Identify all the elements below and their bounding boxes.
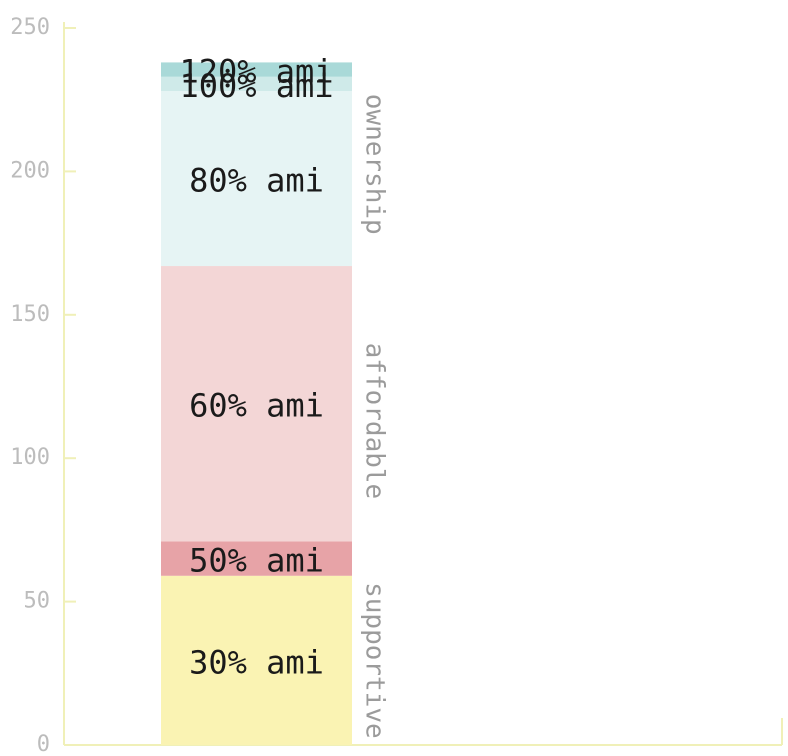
bar-segment xyxy=(161,575,352,745)
y-tick-label: 150 xyxy=(10,302,50,327)
y-tick-label: 100 xyxy=(10,445,50,470)
y-axis-ticks: 0 50 100 150 200 250 xyxy=(10,15,76,756)
group-label: ownership xyxy=(360,94,390,235)
segment-label: 30% ami xyxy=(189,643,324,681)
segment-label: 120% ami xyxy=(179,53,333,91)
y-tick-label: 0 xyxy=(37,732,50,756)
bar-segment xyxy=(161,266,352,542)
segment-label: 50% ami xyxy=(189,542,324,580)
bar-segment xyxy=(161,62,352,77)
segment-label: 80% ami xyxy=(189,162,324,200)
segment-label: 100% ami xyxy=(179,67,333,105)
group-label: affordable xyxy=(360,343,390,500)
group-label: supportive xyxy=(360,582,390,739)
segment-label: 60% ami xyxy=(189,387,324,425)
bar-segment xyxy=(161,76,352,92)
group-labels: supportive affordable ownership xyxy=(360,94,390,739)
bar-segments xyxy=(161,62,352,745)
y-tick-label: 200 xyxy=(10,158,50,183)
y-tick-label: 250 xyxy=(10,15,50,40)
y-tick-label: 50 xyxy=(24,589,51,614)
bar-segment xyxy=(161,91,352,267)
segment-labels: 30% ami 50% ami 60% ami 80% ami 100% ami120%… xyxy=(179,53,333,682)
bar-segment xyxy=(161,541,352,576)
